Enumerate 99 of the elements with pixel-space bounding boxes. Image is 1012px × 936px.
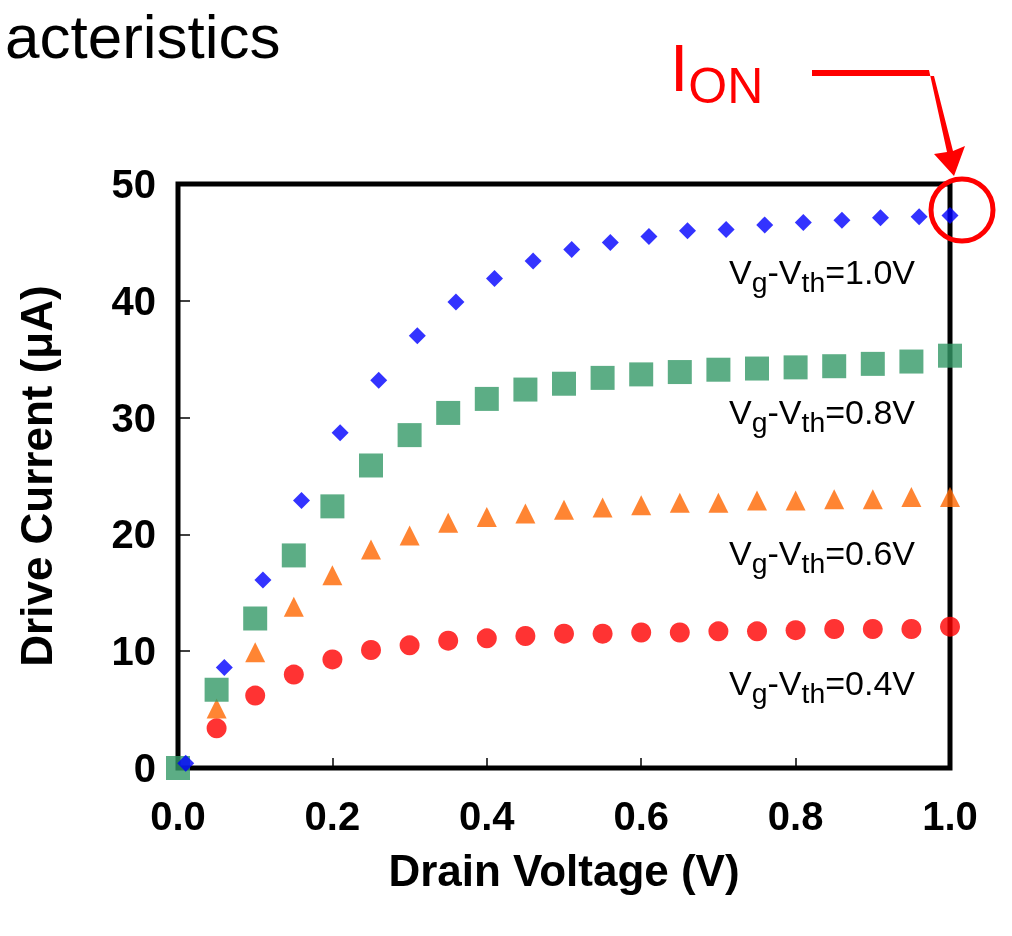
point (941, 207, 959, 225)
point (552, 371, 576, 396)
point (554, 623, 574, 644)
y-axis-title: Drive Current (μA) (11, 285, 61, 667)
series-label: V$_{g}$-V$_{th}$=1.0V (729, 251, 915, 300)
point (438, 512, 459, 533)
point (640, 228, 658, 246)
x-tick-label: 0.0 (150, 794, 206, 838)
y-tick-label: 40 (111, 278, 156, 323)
x-tick-label: 0.6 (613, 794, 669, 838)
point (293, 492, 311, 510)
point (361, 640, 381, 661)
point (706, 357, 731, 382)
point (822, 354, 847, 379)
point (513, 377, 538, 402)
point (359, 453, 383, 478)
point (361, 539, 381, 560)
point (283, 596, 304, 617)
point (938, 343, 962, 368)
point (631, 495, 652, 516)
point (747, 621, 767, 642)
point (331, 424, 349, 442)
point (708, 492, 729, 513)
point (899, 349, 924, 374)
point (254, 571, 272, 589)
point (872, 209, 890, 227)
x-axis-title: Drain Voltage (V) (388, 845, 740, 895)
point (824, 489, 845, 510)
point (320, 494, 345, 519)
point (554, 499, 574, 520)
point (862, 619, 883, 639)
point (667, 360, 692, 385)
point (245, 685, 266, 706)
point (436, 400, 461, 425)
point (281, 543, 306, 568)
y-tick-label: 50 (111, 162, 156, 206)
point (438, 630, 459, 651)
point (745, 356, 769, 381)
point (243, 606, 268, 631)
point (717, 221, 735, 239)
x-tick-label: 1.0 (922, 794, 978, 838)
point (524, 252, 542, 270)
point (486, 270, 504, 288)
point (669, 622, 690, 643)
point (631, 622, 652, 643)
point (860, 351, 885, 376)
point (601, 233, 619, 251)
point (901, 487, 922, 508)
point (399, 635, 420, 656)
point (370, 371, 388, 389)
chart-title: acteristics (5, 1, 281, 71)
series-label: V$_{g}$-V$_{th}$=0.4V (729, 662, 915, 711)
point (515, 503, 536, 524)
point (563, 240, 581, 258)
y-tick-label: 10 (111, 629, 156, 674)
point (794, 214, 812, 232)
point (629, 362, 654, 387)
point (669, 492, 690, 513)
point (940, 487, 960, 508)
point (862, 489, 883, 510)
point (215, 659, 233, 677)
series-label: V$_{g}$-V$_{th}$=0.8V (729, 391, 915, 440)
y-tick-label: 0 (133, 746, 156, 790)
point (408, 327, 426, 345)
point (708, 621, 729, 642)
point (515, 626, 536, 647)
x-tick-label: 0.8 (767, 794, 824, 838)
y-tick-label: 20 (111, 512, 156, 557)
point (397, 423, 422, 448)
point (476, 506, 497, 527)
point (910, 208, 928, 226)
point (940, 616, 960, 637)
point (476, 628, 497, 649)
point (824, 619, 845, 639)
point (245, 642, 266, 663)
y-tick-label: 30 (111, 395, 156, 440)
point (747, 490, 767, 511)
point (901, 619, 922, 639)
point (322, 565, 343, 586)
point (783, 355, 808, 380)
point (399, 525, 420, 546)
point (785, 490, 806, 511)
point (590, 365, 615, 390)
x-tick-label: 0.4 (459, 794, 516, 838)
point (204, 677, 229, 702)
series-label: V$_{g}$-V$_{th}$=0.6V (729, 533, 915, 581)
point (679, 222, 697, 240)
point (592, 623, 613, 644)
point (474, 386, 499, 411)
point (756, 216, 774, 234)
point (785, 620, 806, 641)
x-tick-label: 0.2 (304, 794, 361, 838)
point (206, 718, 227, 739)
point (283, 664, 304, 685)
point (447, 293, 465, 311)
point (833, 211, 851, 229)
point (592, 497, 613, 518)
point (322, 649, 343, 670)
text: I$_{ON}$ (670, 30, 764, 116)
